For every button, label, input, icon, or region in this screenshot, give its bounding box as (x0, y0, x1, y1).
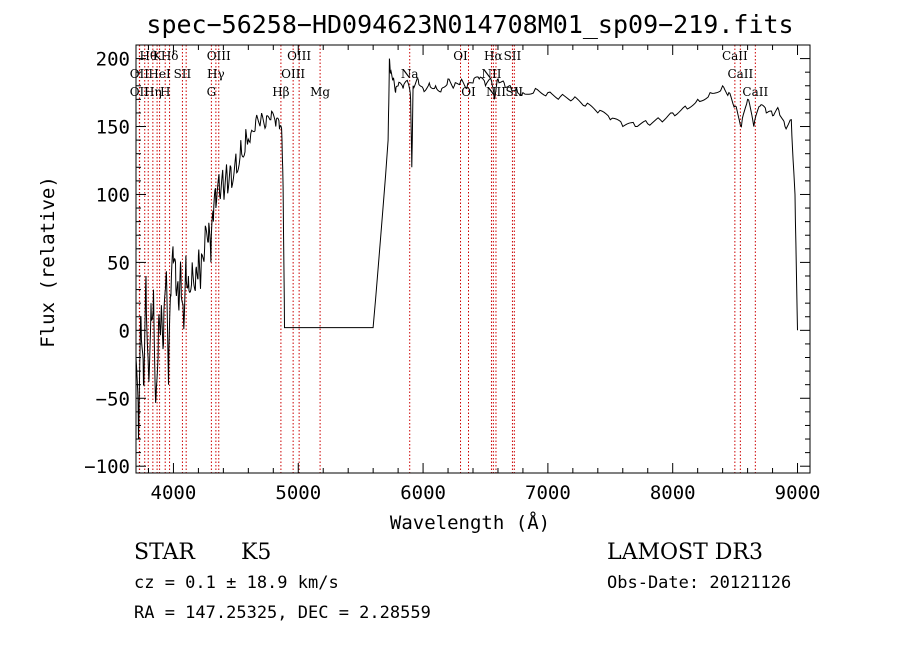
object-subclass: K5 (241, 540, 272, 565)
line-label: OIII (287, 49, 311, 63)
x-tick-label: 4000 (151, 482, 197, 504)
line-label: Na (401, 67, 419, 81)
line-label: OIII (207, 49, 231, 63)
observation-date: Obs-Date: 20121126 (607, 573, 792, 593)
line-label: Hγ (207, 67, 225, 81)
y-axis-label: Flux (relative) (37, 176, 59, 348)
x-tick-label: 8000 (650, 482, 696, 504)
line-label: CaII (727, 67, 753, 81)
line-label: H (160, 85, 170, 99)
x-axis: 4000 5000 6000 7000 8000 9000 (147, 45, 821, 504)
line-label: HeI (148, 67, 171, 81)
coordinates: RA = 147.25325, DEC = 2.28559 (134, 603, 431, 623)
line-label: G (207, 85, 217, 99)
line-label: OII (130, 67, 150, 81)
line-label: SII (505, 85, 523, 99)
line-label: Hη (144, 85, 162, 99)
line-label: OI (453, 49, 468, 63)
spectrum-series (135, 58, 798, 440)
x-tick-label: 6000 (400, 482, 446, 504)
line-label: OIII (281, 67, 305, 81)
line-label: Hδ (161, 49, 179, 63)
line-label: Hβ (272, 85, 289, 99)
y-tick-label: 0 (119, 320, 130, 342)
y-tick-label: 50 (107, 252, 130, 274)
y-tick-label: −50 (96, 388, 130, 410)
y-tick-label: 150 (96, 117, 130, 139)
line-label: NII (481, 67, 501, 81)
line-label: CaII (722, 49, 748, 63)
x-tick-label: 7000 (525, 482, 571, 504)
y-tick-label: 200 (96, 49, 130, 71)
y-axis: −100 −50 0 50 100 150 200 (84, 49, 810, 478)
spectrum-chart: spec−56258−HD094623N014708M01_sp09−219.f… (37, 10, 821, 534)
x-axis-label: Wavelength (Å) (390, 511, 550, 534)
line-label: CaII (742, 85, 768, 99)
chart-title: spec−56258−HD094623N014708M01_sp09−219.f… (146, 10, 793, 39)
line-label: Hα (484, 49, 503, 63)
object-class: STAR (134, 540, 195, 565)
y-tick-label: 100 (96, 184, 130, 206)
line-markers (138, 45, 756, 473)
line-label: SII (174, 67, 192, 81)
line-label: OII (130, 85, 150, 99)
line-label: Mg (310, 85, 330, 99)
survey-name: LAMOST DR3 (607, 540, 763, 565)
redshift-info: cz = 0.1 ± 18.9 km/s (134, 573, 339, 593)
line-label: SII (504, 49, 522, 63)
plot-frame (135, 44, 811, 474)
x-tick-label: 9000 (775, 482, 821, 504)
x-tick-label: 5000 (275, 482, 321, 504)
line-label: OI (461, 85, 476, 99)
y-tick-label: −100 (84, 456, 130, 478)
line-label: Hθ (140, 49, 158, 63)
line-label: K (153, 49, 163, 63)
